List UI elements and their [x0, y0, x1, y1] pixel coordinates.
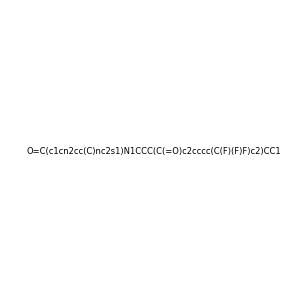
- Text: O=C(c1cn2cc(C)nc2s1)N1CCC(C(=O)c2cccc(C(F)(F)F)c2)CC1: O=C(c1cn2cc(C)nc2s1)N1CCC(C(=O)c2cccc(C(…: [26, 147, 281, 156]
